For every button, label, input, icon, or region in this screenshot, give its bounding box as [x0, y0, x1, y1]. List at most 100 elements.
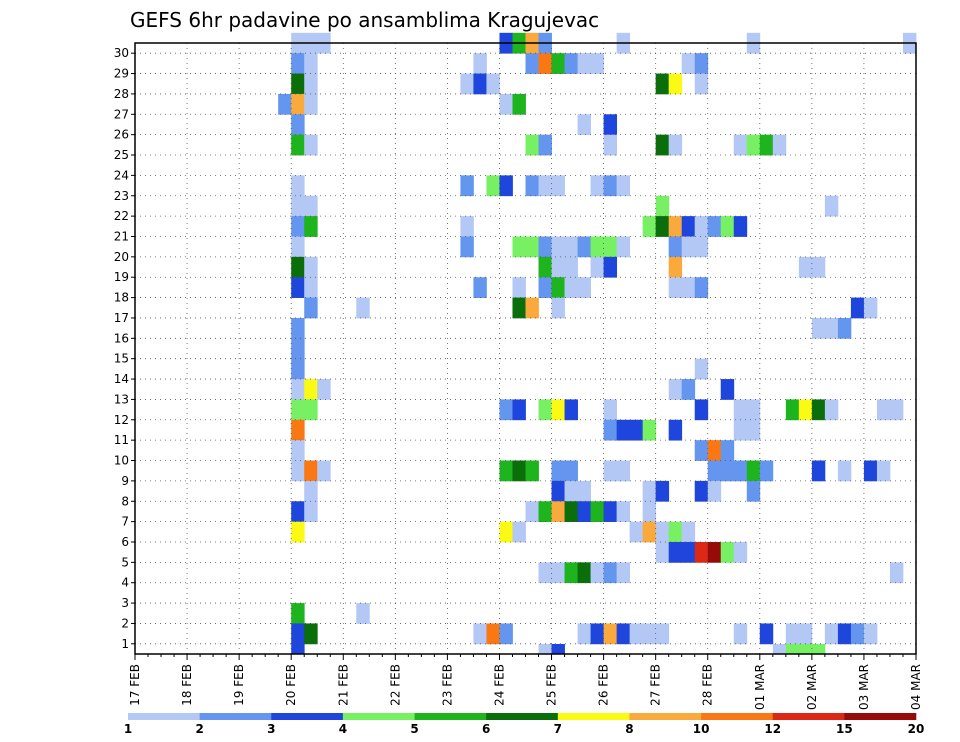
heatmap-cell [668, 134, 683, 156]
heatmap-cell [746, 399, 761, 421]
heatmap-cell [694, 440, 709, 461]
heatmap-cell [603, 399, 618, 421]
heatmap-cell [850, 623, 865, 645]
heatmap-cell [720, 216, 735, 237]
x-tick-label: 24 FEB [492, 664, 506, 706]
heatmap-cell [811, 644, 826, 655]
x-tick-label: 28 FEB [701, 664, 715, 706]
heatmap-cell [772, 644, 787, 655]
x-tick-label: 02 MAR [805, 664, 819, 710]
heatmap-cell [577, 480, 591, 502]
x-tick-label: 23 FEB [440, 664, 454, 706]
heatmap-cell [642, 521, 657, 543]
heatmap-cell [590, 501, 604, 523]
y-tick-label: 8 [121, 494, 129, 508]
heatmap-cell [538, 644, 552, 655]
colorbar-label: 4 [339, 722, 347, 736]
heatmap-cell [642, 501, 657, 523]
heatmap-cell [590, 175, 604, 197]
heatmap-cell [824, 623, 839, 645]
heatmap-cell [668, 521, 683, 543]
heatmap-cell [668, 256, 683, 278]
heatmap-cell [564, 236, 578, 258]
heatmap-cell [304, 256, 318, 278]
heatmap-cell [694, 53, 709, 74]
x-axis: 17 FEB 18 FEB 19 FEB 20 FEB 21 FEB 22 FEB 23 F… [128, 654, 923, 710]
heatmap-cell [746, 460, 761, 482]
heatmap-cell [850, 297, 865, 319]
heatmap-cell [564, 460, 578, 482]
heatmap-cell [564, 501, 578, 523]
heatmap-cell [538, 53, 552, 74]
heatmap-cell [564, 53, 578, 74]
heatmap-cell [486, 73, 500, 95]
x-tick-label: 27 FEB [649, 664, 663, 706]
heatmap-cell [525, 297, 539, 319]
y-tick-label: 3 [121, 596, 129, 610]
heatmap-cell [694, 277, 709, 298]
heatmap-cell [824, 317, 839, 339]
y-tick-label: 19 [114, 270, 129, 284]
heatmap-cell [577, 53, 591, 74]
heatmap-cell [603, 501, 618, 523]
y-tick-label: 15 [114, 352, 129, 366]
heatmap-cell [616, 501, 631, 523]
heatmap-cell [291, 419, 305, 441]
heatmap-cell [538, 399, 552, 421]
heatmap-cell [551, 501, 565, 523]
heatmap-cell [733, 216, 748, 237]
heatmap-cell [460, 175, 474, 197]
heatmap-cell [798, 399, 813, 421]
heatmap-cell [798, 623, 813, 645]
heatmap-cell [759, 460, 774, 482]
heatmap-cell [759, 623, 774, 645]
heatmap-cell [356, 297, 370, 319]
heatmap-cell [681, 236, 696, 258]
heatmap-cell [655, 521, 670, 543]
x-tick-label: 26 FEB [597, 664, 611, 706]
heatmap-cell [551, 460, 565, 482]
heatmap-cell [707, 440, 722, 461]
heatmap-cell [473, 73, 487, 95]
heatmap-cell [291, 501, 305, 523]
heatmap-cell [525, 175, 539, 197]
heatmap-cell [603, 460, 618, 482]
heatmap-cell [512, 297, 526, 319]
heatmap-cell [642, 623, 657, 645]
heatmap-cell [603, 256, 618, 278]
colorbar-swatch [342, 713, 415, 720]
heatmap-cell [291, 216, 305, 237]
heatmap-cell [291, 460, 305, 482]
colorbar-swatch [486, 713, 559, 720]
heatmap-cell [603, 419, 618, 441]
x-tick-label: 25 FEB [545, 664, 559, 706]
colorbar-label: 5 [410, 722, 418, 736]
heatmap-cell [733, 419, 748, 441]
heatmap-cell [304, 53, 318, 74]
x-tick-label: 04 MAR [909, 664, 923, 710]
heatmap-cell [720, 541, 735, 563]
heatmap-cell [629, 419, 644, 441]
x-tick-label: 03 MAR [857, 664, 871, 710]
heatmap-cell [291, 256, 305, 278]
colorbar-swatch [199, 713, 272, 720]
y-tick-label: 1 [121, 637, 129, 651]
heatmap-cell [538, 501, 552, 523]
chart-title: GEFS 6hr padavine po ansamblima Kragujev… [130, 8, 599, 32]
heatmap-cell [642, 216, 657, 237]
heatmap-cell [499, 460, 513, 482]
y-tick-label: 5 [121, 555, 129, 569]
y-tick-label: 2 [121, 616, 129, 630]
heatmap-cell [733, 399, 748, 421]
heatmap-cell [707, 216, 722, 237]
y-tick-label: 6 [121, 535, 129, 549]
heatmap-cell [720, 440, 735, 461]
heatmap-cell [655, 195, 670, 217]
heatmap-cell [577, 623, 591, 645]
y-tick-label: 24 [114, 168, 129, 182]
heatmap-cell [681, 379, 696, 400]
heatmap-cell [707, 460, 722, 482]
y-tick-label: 26 [114, 128, 129, 142]
heatmap-cell [538, 277, 552, 298]
heatmap-cell [876, 399, 891, 421]
